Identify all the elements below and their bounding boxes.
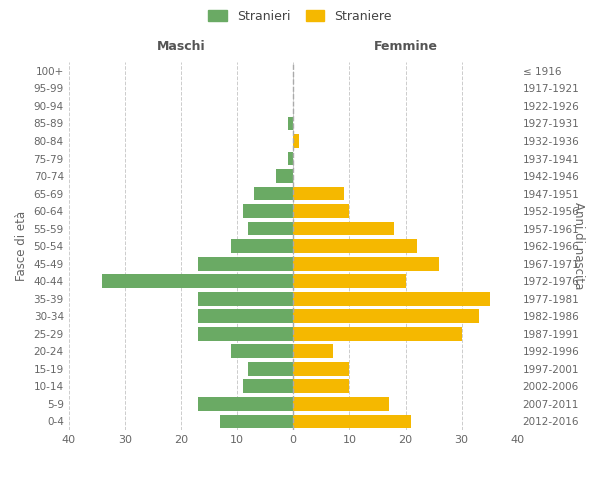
Bar — [287, 116, 293, 130]
Bar — [232, 344, 293, 358]
Bar — [293, 362, 349, 376]
Bar — [293, 134, 299, 148]
Bar — [198, 397, 293, 410]
Bar — [293, 274, 406, 288]
Bar — [293, 187, 344, 200]
Bar — [293, 327, 461, 340]
Bar — [293, 397, 389, 410]
Bar — [198, 257, 293, 270]
Bar — [198, 292, 293, 306]
Text: Maschi: Maschi — [157, 40, 205, 54]
Bar — [293, 257, 439, 270]
Bar — [243, 380, 293, 393]
Bar — [198, 310, 293, 323]
Y-axis label: Fasce di età: Fasce di età — [15, 211, 28, 281]
Bar — [293, 414, 411, 428]
Bar — [293, 240, 417, 253]
Bar — [248, 362, 293, 376]
Bar — [293, 222, 394, 235]
Bar — [243, 204, 293, 218]
Bar — [287, 152, 293, 166]
Bar — [277, 169, 293, 183]
Y-axis label: Anni di nascita: Anni di nascita — [572, 202, 585, 290]
Bar — [293, 292, 490, 306]
Bar — [198, 327, 293, 340]
Bar — [293, 344, 332, 358]
Bar — [220, 414, 293, 428]
Bar — [254, 187, 293, 200]
Bar — [248, 222, 293, 235]
Bar — [293, 310, 479, 323]
Bar — [293, 380, 349, 393]
Text: Femmine: Femmine — [374, 40, 437, 54]
Legend: Stranieri, Straniere: Stranieri, Straniere — [205, 6, 395, 26]
Bar — [103, 274, 293, 288]
Bar — [232, 240, 293, 253]
Bar — [293, 204, 349, 218]
